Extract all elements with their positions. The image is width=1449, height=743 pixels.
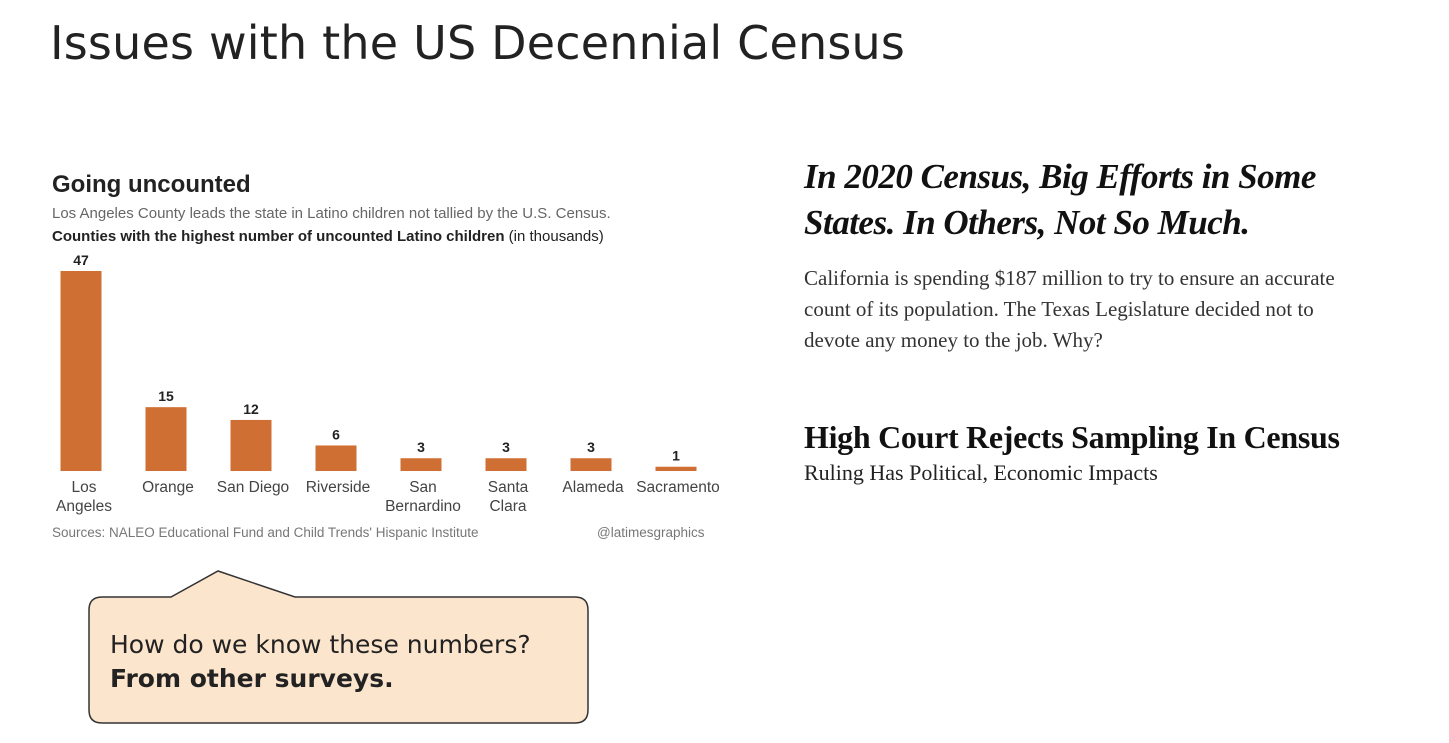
chart-caption-bold: Counties with the highest number of unco… — [52, 228, 505, 245]
bar — [400, 458, 442, 471]
category-label: Sacramento — [636, 479, 720, 496]
category-label: San — [409, 479, 437, 496]
category-label: Angeles — [56, 498, 112, 515]
category-label: Santa — [488, 479, 529, 496]
bar-value-label: 3 — [502, 439, 510, 455]
chart-credit: @latimesgraphics — [597, 525, 705, 540]
bar — [230, 419, 272, 471]
category-label: Bernardino — [385, 498, 461, 515]
chart-caption-unit: (in thousands) — [504, 228, 604, 245]
bar — [315, 445, 357, 471]
bar — [485, 458, 527, 471]
chart-caption: Counties with the highest number of unco… — [52, 228, 604, 245]
bar-value-label: 3 — [587, 439, 595, 455]
category-label: Riverside — [306, 479, 371, 496]
chart-source: Sources: NALEO Educational Fund and Chil… — [52, 525, 479, 540]
slide-title: Issues with the US Decennial Census — [50, 16, 906, 70]
bar — [655, 466, 697, 471]
category-label: San Diego — [217, 479, 289, 496]
bar — [570, 458, 612, 471]
chart-subtitle: Los Angeles County leads the state in La… — [52, 205, 611, 222]
bar-value-label: 6 — [332, 426, 340, 442]
callout-question: How do we know these numbers? — [110, 630, 531, 659]
callout-answer: From other surveys. — [110, 664, 394, 693]
bar-value-label: 3 — [417, 439, 425, 455]
chart-title: Going uncounted — [52, 171, 251, 198]
callout-shape — [88, 570, 589, 724]
category-label: Orange — [142, 479, 194, 496]
bar-chart: 47 Los Angeles 15 Orange 12 San Diego 6 Riversid… — [56, 252, 720, 515]
bar — [60, 271, 102, 471]
article-subhead-2: Ruling Has Political, Economic Impacts — [804, 460, 1158, 485]
bar-value-label: 15 — [158, 388, 174, 404]
category-label: Los — [72, 479, 97, 496]
callout-text: How do we know these numbers? From other… — [110, 628, 531, 696]
article-headline-2[interactable]: High Court Rejects Sampling In Census — [804, 419, 1340, 455]
bar — [145, 407, 187, 471]
article-headline-1[interactable]: In 2020 Census, Big Efforts in Some Stat… — [804, 157, 1316, 242]
article-summary-1: California is spending $187 million to t… — [804, 266, 1335, 352]
bar-value-label: 47 — [73, 252, 89, 268]
callout-bubble — [88, 570, 589, 724]
category-label: Clara — [489, 498, 526, 515]
category-label: Alameda — [562, 479, 624, 496]
bar-value-label: 1 — [672, 448, 680, 464]
bar-value-label: 12 — [243, 401, 259, 417]
